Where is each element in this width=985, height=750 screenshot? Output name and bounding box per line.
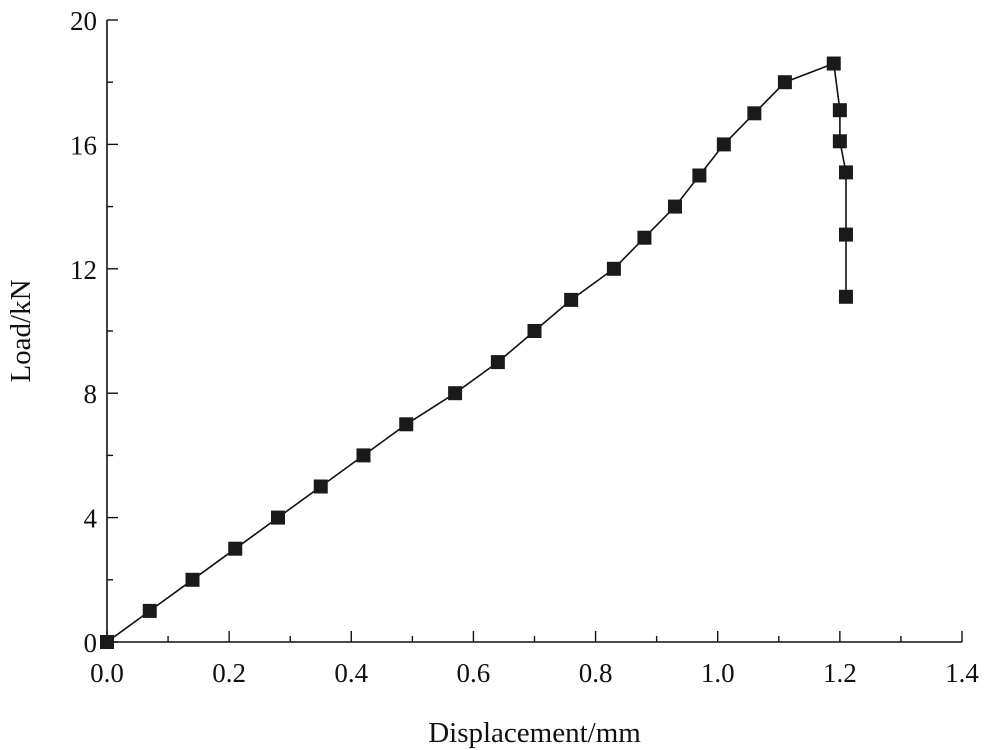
data-point xyxy=(832,134,847,149)
y-tick-label: 12 xyxy=(70,255,97,285)
data-point xyxy=(838,165,853,180)
data-point xyxy=(747,106,762,121)
data-point xyxy=(399,417,414,432)
data-point xyxy=(838,289,853,304)
y-tick-label: 16 xyxy=(70,130,97,160)
x-tick-label: 0.0 xyxy=(90,658,124,688)
data-point xyxy=(185,572,200,587)
y-tick-label: 8 xyxy=(84,379,98,409)
data-point xyxy=(826,56,841,71)
data-point xyxy=(606,261,621,276)
x-tick-label: 0.4 xyxy=(334,658,368,688)
data-point xyxy=(777,75,792,90)
x-tick-label: 1.0 xyxy=(701,658,735,688)
data-point xyxy=(228,541,243,556)
data-point xyxy=(271,510,285,525)
data-point xyxy=(527,324,542,338)
data-point xyxy=(356,448,371,463)
data-point xyxy=(716,137,731,152)
x-ticks: 0.0 0.2 0.4 0.6 0.8 1.0 1.2 1.4 xyxy=(90,631,979,688)
y-tick-label: 4 xyxy=(84,504,98,534)
data-point xyxy=(142,603,157,618)
data-point xyxy=(448,386,463,401)
x-axis-title: Displacement/mm xyxy=(428,717,641,749)
plot-area xyxy=(100,56,853,649)
data-point xyxy=(832,103,847,118)
data-point xyxy=(564,292,579,307)
data-point xyxy=(490,355,505,370)
x-tick-label: 1.2 xyxy=(823,658,857,688)
x-tick-label: 0.2 xyxy=(212,658,246,688)
y-ticks: 0 4 8 12 16 20 xyxy=(70,6,118,658)
series-line xyxy=(106,62,847,643)
x-tick-label: 0.8 xyxy=(579,658,613,688)
data-point xyxy=(692,168,707,183)
y-tick-label: 0 xyxy=(84,628,98,658)
data-point xyxy=(667,199,682,214)
x-tick-label: 1.4 xyxy=(945,658,979,688)
y-axis-title: Load/kN xyxy=(5,279,37,382)
data-point xyxy=(838,227,853,242)
y-tick-label: 20 xyxy=(70,6,97,36)
data-point xyxy=(313,479,328,494)
data-point xyxy=(100,635,114,649)
data-point xyxy=(637,230,652,245)
x-tick-label: 0.6 xyxy=(457,658,491,688)
